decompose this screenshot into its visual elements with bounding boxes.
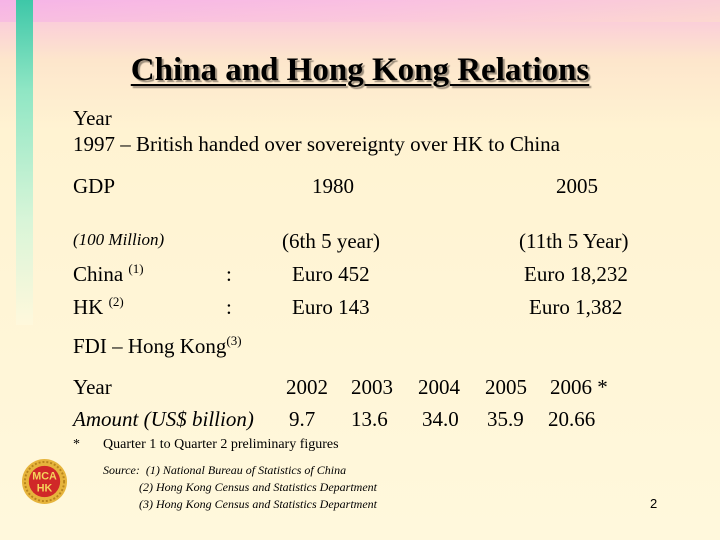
- fdi-amount: 13.6: [351, 407, 388, 431]
- logo-text-bottom: HK: [37, 482, 53, 494]
- top-pink-band: [0, 0, 720, 22]
- source-line-2: (2) Hong Kong Census and Statistics Depa…: [103, 480, 377, 494]
- fdi-amount-label: Amount (US$ billion): [73, 407, 254, 431]
- gdp-label: GDP: [73, 174, 116, 198]
- gdp-plan-1980: (6th 5 year): [282, 229, 380, 253]
- fdi-year-label: Year: [73, 375, 112, 399]
- fdi-year: 2003: [351, 375, 393, 399]
- year-label: Year: [73, 106, 112, 130]
- fdi-amount: 20.66: [548, 407, 596, 431]
- source-line-1: Source: (1) National Bureau of Statistic…: [103, 463, 347, 477]
- row-note: (2): [108, 294, 124, 309]
- fdi-amount: 9.7: [289, 407, 316, 431]
- fdi-year: 2002: [286, 375, 328, 399]
- footnote-mark: *: [73, 437, 80, 452]
- gdp-row-hk-colon: :: [226, 295, 232, 319]
- row-name: China: [73, 262, 124, 286]
- gdp-row-china-1980: Euro 452: [292, 262, 370, 286]
- gdp-row-hk-2005: Euro 1,382: [529, 295, 623, 319]
- gdp-row-china-2005: Euro 18,232: [524, 262, 628, 286]
- fdi-heading: FDI – Hong Kong(3): [73, 334, 242, 359]
- fdi-amount: 35.9: [487, 407, 524, 431]
- logo-text-top: MCA: [32, 471, 57, 483]
- left-green-stripe: [16, 0, 33, 325]
- gdp-row-china-name: China (1): [73, 262, 144, 287]
- gdp-plan-2005: (11th 5 Year): [519, 229, 629, 253]
- gdp-row-china-colon: :: [226, 262, 232, 286]
- gdp-unit: (100 Million): [73, 230, 165, 249]
- fdi-amount: 34.0: [422, 407, 459, 431]
- gdp-col-1980: 1980: [312, 174, 354, 198]
- fdi-year: 2004: [418, 375, 460, 399]
- source-line-3: (3) Hong Kong Census and Statistics Depa…: [103, 497, 377, 511]
- fdi-year: 2005: [485, 375, 527, 399]
- fdi-year: 2006 *: [550, 375, 608, 399]
- page-title: China and Hong Kong Relations: [130, 52, 590, 88]
- mca-hk-logo: MCA HK: [21, 458, 68, 505]
- gdp-row-hk-1980: Euro 143: [292, 295, 370, 319]
- handover-line: 1997 – British handed over sovereignty o…: [73, 132, 560, 156]
- row-note: (1): [128, 261, 144, 276]
- fdi-note: (3): [226, 333, 242, 348]
- page-number: 2: [650, 496, 658, 511]
- footnote-text: Quarter 1 to Quarter 2 preliminary figur…: [103, 437, 339, 452]
- row-name: HK: [73, 295, 104, 319]
- fdi-heading-text: FDI – Hong Kong: [73, 334, 227, 358]
- gdp-col-2005: 2005: [556, 174, 598, 198]
- gdp-row-hk-name: HK (2): [73, 295, 124, 320]
